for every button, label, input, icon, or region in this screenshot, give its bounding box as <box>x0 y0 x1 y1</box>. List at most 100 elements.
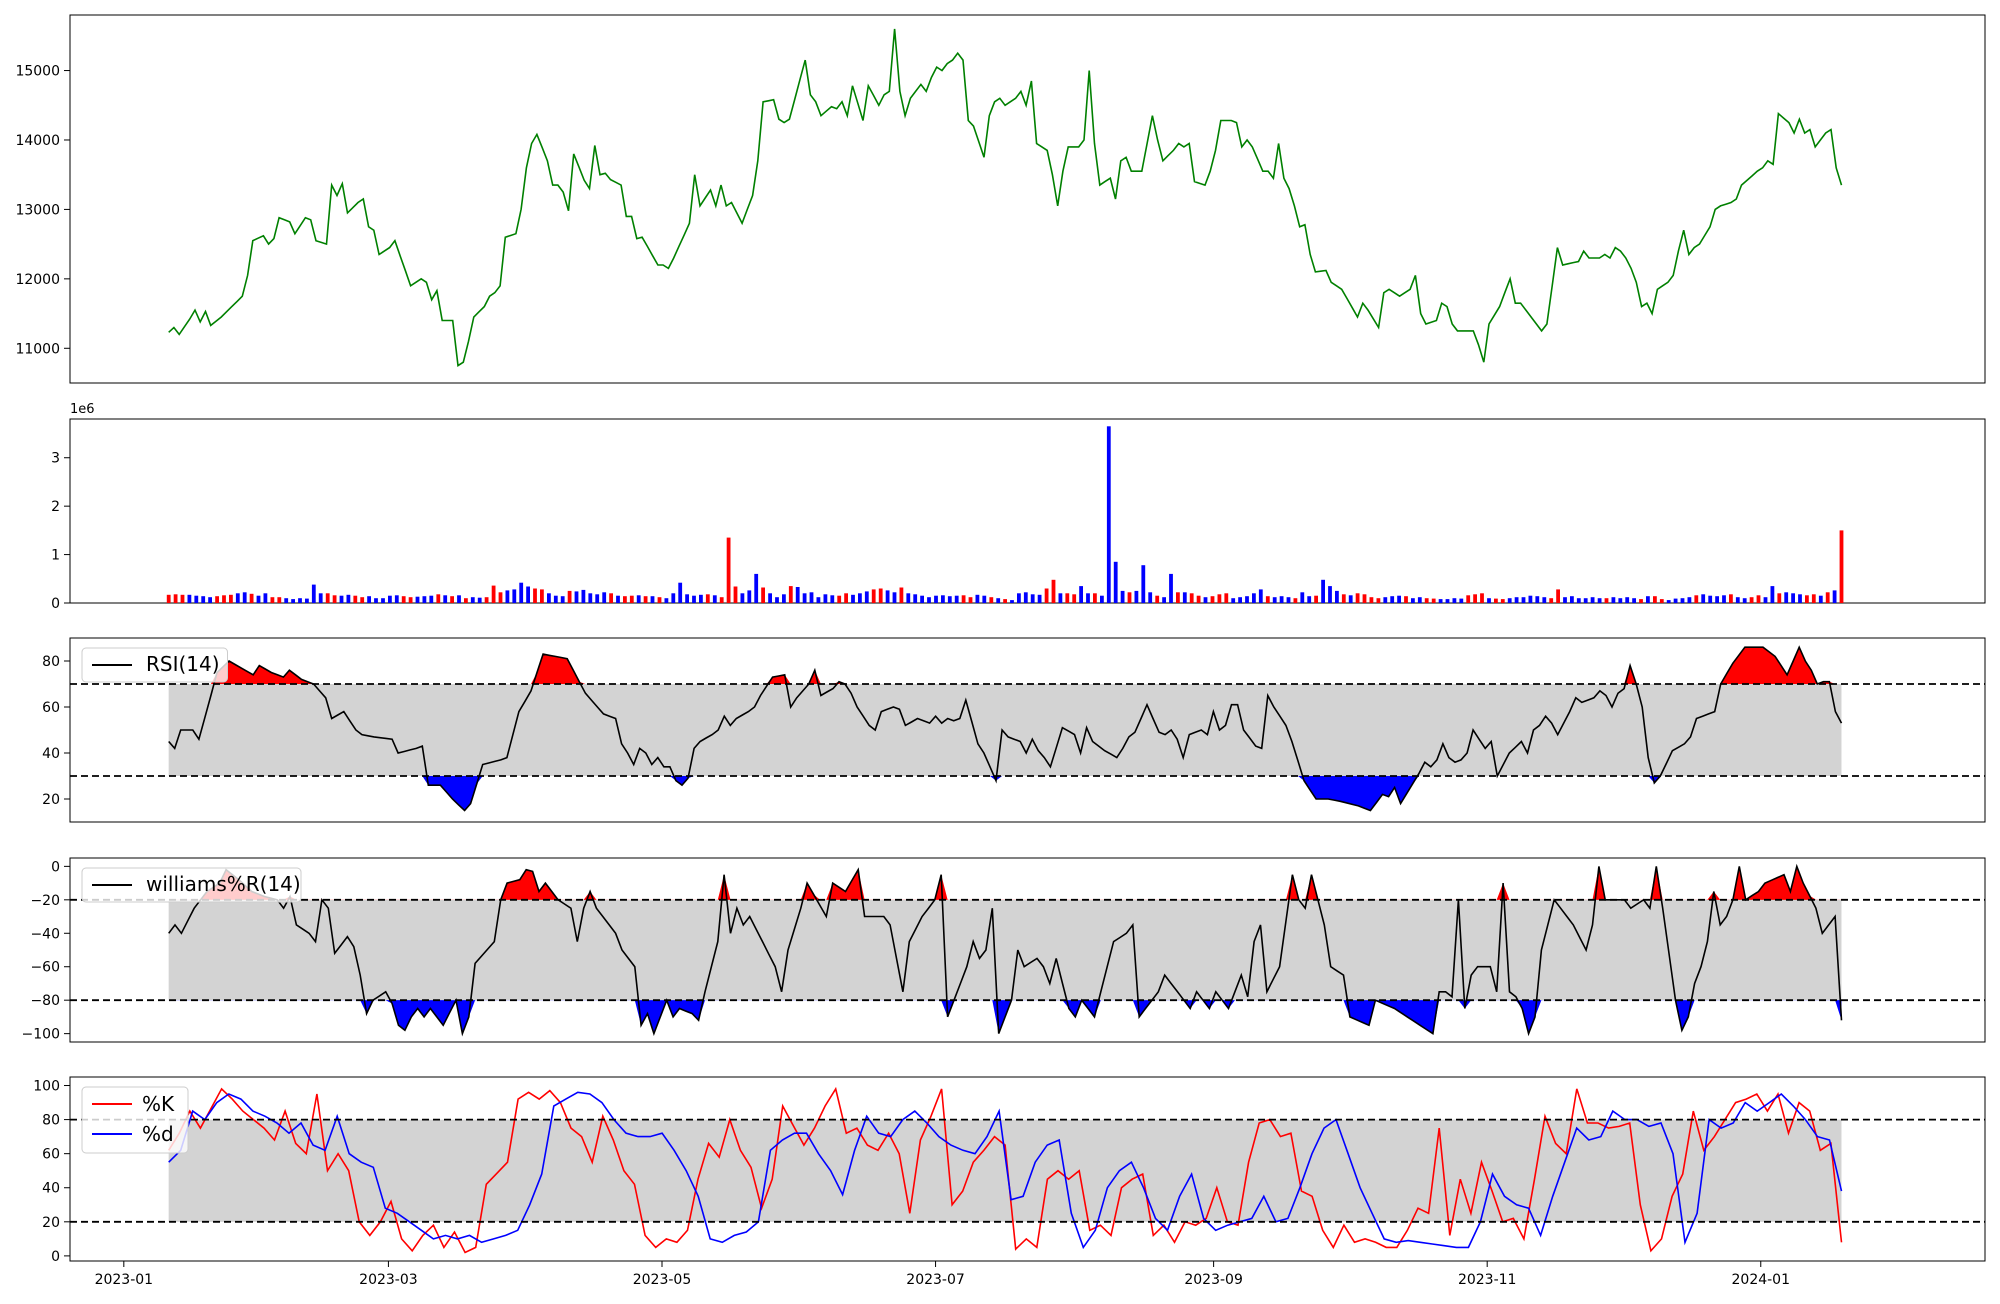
volume-bar <box>374 598 378 603</box>
volume-bar <box>540 589 544 603</box>
volume-bar <box>1169 573 1173 603</box>
volume-bar <box>256 595 261 603</box>
volume-bar <box>1729 594 1733 603</box>
volume-bar <box>982 595 987 603</box>
volume-bar <box>401 596 406 603</box>
volume-bar <box>457 595 461 603</box>
volume-bar <box>270 597 275 603</box>
volume-bar <box>1722 595 1726 603</box>
volume-bar <box>1155 595 1160 603</box>
volume-frame <box>69 418 1986 604</box>
volume-bar <box>1832 590 1837 603</box>
volume-bar <box>208 597 212 603</box>
rsi-band <box>168 684 1842 776</box>
volume-bar <box>249 593 254 603</box>
volume-bar <box>685 594 689 603</box>
volume-bar <box>1397 595 1401 603</box>
volume-bar <box>1535 596 1540 603</box>
volume-bar <box>616 595 620 603</box>
volume-ytick-label: 0 <box>51 596 60 612</box>
volume-bar <box>325 593 330 603</box>
price-ytick-label: 11000 <box>15 341 60 357</box>
volume-bar <box>339 595 344 603</box>
volume-bar <box>1314 595 1318 603</box>
volume-bar <box>1100 595 1104 603</box>
volume-bar <box>864 591 869 603</box>
volume-bar <box>1341 594 1346 603</box>
volume-bar <box>229 594 233 603</box>
volume-bar <box>1763 597 1768 603</box>
volume-bar <box>1321 579 1325 603</box>
volume-bar <box>934 595 938 603</box>
volume-bar <box>547 593 551 603</box>
volume-bar <box>1542 597 1547 603</box>
volume-bar <box>1362 594 1367 603</box>
volume-bar <box>609 593 613 603</box>
volume-bar <box>1044 588 1049 603</box>
volume-bar <box>298 598 302 603</box>
volume-bar <box>1563 597 1567 603</box>
rsi-frame <box>69 637 1986 823</box>
williams-band <box>168 899 1842 1001</box>
volume-bar <box>1494 598 1498 603</box>
volume-bar <box>1708 595 1713 603</box>
stochastic-legend-label: %K <box>142 1092 175 1116</box>
volume-bar <box>1549 598 1554 603</box>
volume-bar <box>1632 598 1636 603</box>
volume-bar <box>1646 596 1650 603</box>
volume-bar <box>311 584 316 603</box>
volume-bar <box>602 592 607 603</box>
volume-bar <box>1106 426 1111 603</box>
volume-bar <box>443 595 448 603</box>
volume-bar <box>719 597 724 603</box>
volume-bar <box>775 597 779 603</box>
volume-bar <box>215 596 219 603</box>
williams-frame <box>69 857 1986 1043</box>
volume-bar <box>1625 597 1630 603</box>
volume-bar <box>595 594 600 603</box>
volume-bar <box>954 595 959 603</box>
volume-bar <box>1293 598 1298 603</box>
volume-bar <box>1065 593 1070 603</box>
volume-bar <box>367 596 371 603</box>
volume-bar <box>754 573 759 603</box>
volume-bar <box>1818 595 1823 603</box>
volume-bar <box>947 596 952 603</box>
volume-bar <box>733 586 738 603</box>
volume-bar <box>1072 594 1077 603</box>
volume-bar <box>1590 597 1595 603</box>
volume-bar <box>484 597 489 603</box>
volume-bar <box>1030 594 1035 603</box>
x-tick-label: 2023-05 <box>633 1272 692 1288</box>
volume-bar <box>989 597 994 603</box>
stochastic-ytick-label: 20 <box>42 1215 60 1231</box>
volume-bar <box>657 597 662 603</box>
volume-bar <box>1583 598 1588 603</box>
volume-bar <box>747 590 752 603</box>
volume-bar <box>574 591 579 603</box>
volume-bar <box>1825 592 1830 603</box>
volume-bar <box>996 598 1001 603</box>
price-ytick-label: 13000 <box>15 202 60 218</box>
volume-bar <box>505 590 510 603</box>
volume-bar <box>1445 599 1450 603</box>
williams-legend-label: williams%R(14) <box>146 872 301 896</box>
volume-bar <box>222 595 226 603</box>
volume-ytick-label: 2 <box>51 499 60 515</box>
stochastic-line-d <box>168 1091 1843 1250</box>
volume-bar <box>941 595 945 603</box>
volume-bar <box>1798 594 1802 603</box>
volume-bar <box>968 597 973 603</box>
volume-bar <box>1431 598 1436 603</box>
volume-bar <box>1134 590 1139 603</box>
volume-offset-label: 1e6 <box>70 402 95 417</box>
volume-bar <box>1417 597 1422 603</box>
volume-bar <box>636 595 641 603</box>
volume-bar <box>1514 597 1519 603</box>
volume-bar <box>1777 593 1782 603</box>
volume-bar <box>173 594 178 603</box>
volume-bar <box>353 595 358 603</box>
rsi-overbought-fill <box>168 647 1842 684</box>
